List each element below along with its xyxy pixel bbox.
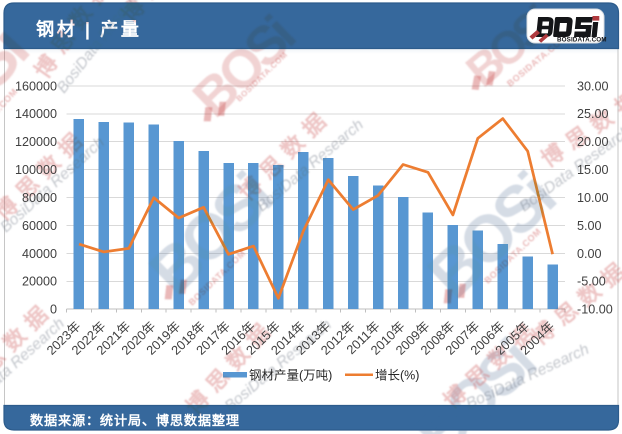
svg-text:数据来源：统计局、博思数据整理: 数据来源：统计局、博思数据整理 [30, 412, 240, 428]
svg-text:钢材产量(万吨): 钢材产量(万吨) [249, 369, 332, 383]
svg-text:20.00: 20.00 [577, 135, 609, 149]
svg-text:10.00: 10.00 [577, 191, 609, 205]
svg-text:5.00: 5.00 [577, 219, 602, 233]
svg-text:80000: 80000 [22, 191, 57, 205]
svg-text:增长(%): 增长(%) [375, 368, 419, 383]
svg-text:0.00: 0.00 [577, 247, 602, 261]
svg-text:20000: 20000 [22, 275, 57, 289]
svg-text:140000: 140000 [15, 107, 57, 121]
svg-text:25.00: 25.00 [577, 107, 609, 121]
svg-text:100000: 100000 [15, 163, 57, 177]
svg-text:60000: 60000 [22, 219, 57, 233]
svg-text:0: 0 [50, 303, 57, 317]
svg-text:160000: 160000 [15, 79, 57, 93]
svg-text:BOSIDATA.COM: BOSIDATA.COM [557, 37, 607, 44]
svg-text:-5.00: -5.00 [577, 275, 606, 289]
svg-text:120000: 120000 [15, 135, 57, 149]
svg-text:30.00: 30.00 [577, 79, 609, 93]
svg-text:15.00: 15.00 [577, 163, 609, 177]
svg-text:钢材 | 产量: 钢材 | 产量 [36, 19, 141, 40]
svg-text:-10.00: -10.00 [577, 303, 613, 317]
svg-text:40000: 40000 [22, 247, 57, 261]
